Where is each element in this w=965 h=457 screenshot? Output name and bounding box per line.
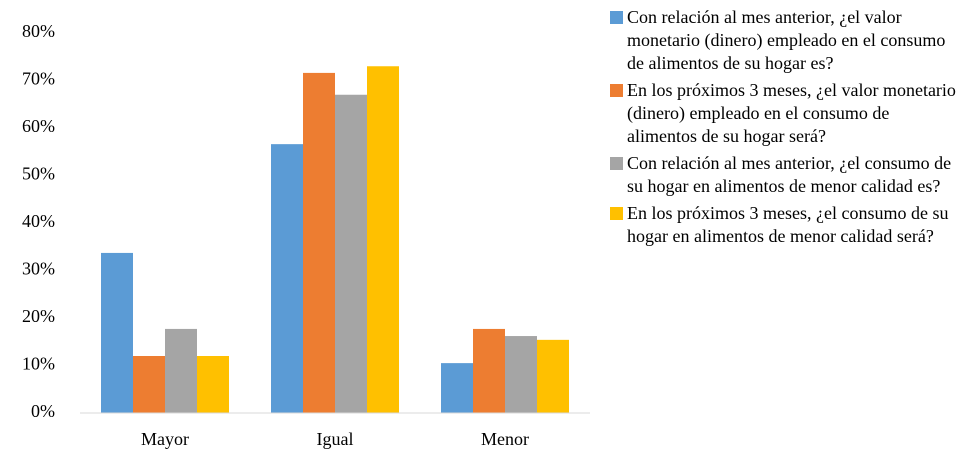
- bar: [505, 336, 537, 413]
- legend-label: En los próximos 3 meses, ¿el valor monet…: [627, 80, 956, 146]
- y-tick-label: 30%: [22, 259, 55, 279]
- y-tick-label: 50%: [22, 164, 55, 184]
- legend-label: Con relación al mes anterior, ¿el valor …: [627, 7, 946, 73]
- y-tick-label: 60%: [22, 116, 55, 136]
- bar: [197, 356, 229, 413]
- legend-label: Con relación al mes anterior, ¿el consum…: [627, 153, 952, 196]
- y-tick-label: 20%: [22, 306, 55, 326]
- x-tick-label: Mayor: [141, 429, 189, 449]
- bar: [165, 328, 197, 413]
- y-tick-label: 80%: [22, 21, 55, 41]
- chart: 0% 10% 20% 30% 40% 50% 60% 70% 80% Mayor Igual Meno…: [22, 21, 590, 449]
- legend: Con relación al mes anterior, ¿el valor …: [610, 6, 960, 252]
- bar: [303, 72, 335, 414]
- legend-swatch: [610, 11, 623, 24]
- bar: [367, 66, 399, 413]
- legend-swatch: [610, 207, 623, 220]
- legend-swatch: [610, 84, 623, 97]
- legend-item: Con relación al mes anterior, ¿el consum…: [610, 152, 960, 198]
- legend-item: En los próximos 3 meses, ¿el consumo de …: [610, 202, 960, 248]
- legend-label: En los próximos 3 meses, ¿el consumo de …: [627, 203, 949, 246]
- x-tick-label: Igual: [317, 429, 354, 449]
- bar: [101, 252, 133, 413]
- bar: [441, 363, 473, 413]
- y-tick-label: 40%: [22, 211, 55, 231]
- bar: [133, 356, 165, 413]
- bar: [271, 144, 303, 413]
- y-tick-label: 0%: [31, 401, 55, 421]
- legend-item: Con relación al mes anterior, ¿el valor …: [610, 6, 960, 75]
- bar: [537, 339, 569, 413]
- legend-swatch: [610, 157, 623, 170]
- bar: [473, 328, 505, 413]
- legend-item: En los próximos 3 meses, ¿el valor monet…: [610, 79, 960, 148]
- y-tick-label: 10%: [22, 354, 55, 374]
- y-tick-label: 70%: [22, 69, 55, 89]
- bar: [335, 94, 367, 413]
- x-tick-label: Menor: [481, 429, 529, 449]
